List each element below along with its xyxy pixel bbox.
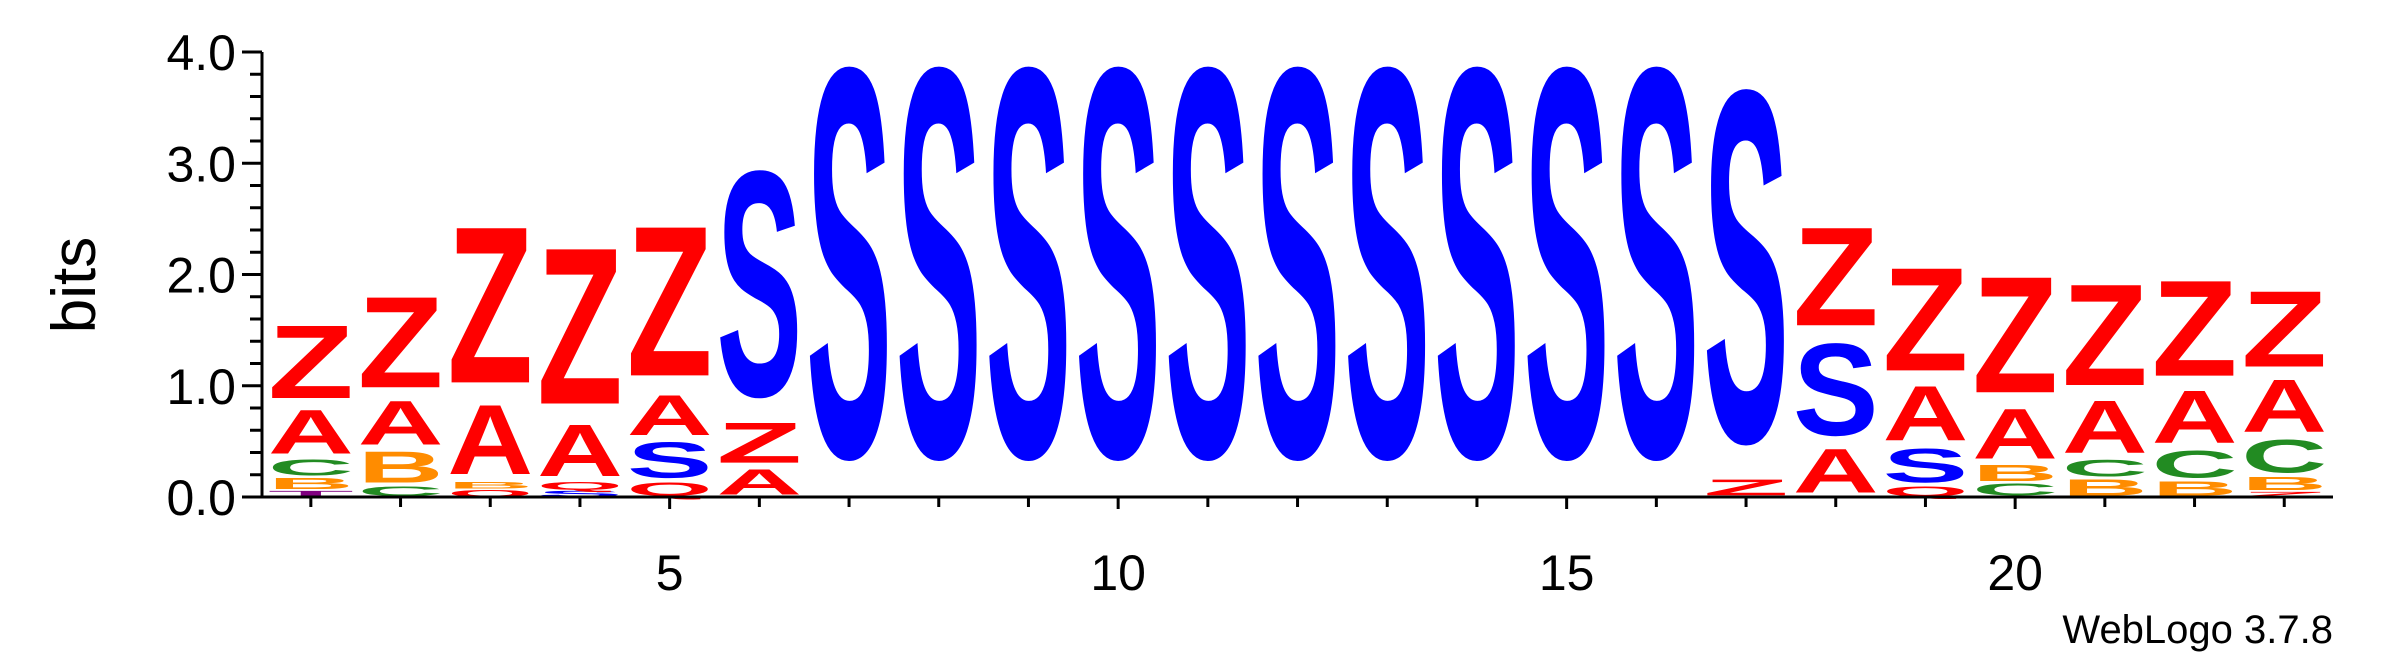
y-tick-label: 3.0 bbox=[166, 136, 236, 192]
logo-letter-A: A bbox=[1972, 394, 2058, 474]
logo-letter-Z: Z bbox=[358, 269, 444, 415]
logo-letter-A: A bbox=[268, 397, 354, 467]
x-tick-label: 15 bbox=[1539, 545, 1595, 601]
logo-letter-Z: Z bbox=[627, 182, 713, 421]
logo-letter-C: C bbox=[1972, 480, 2058, 500]
axes: 0.0 1.0 2.0 3.0 4.0 5 10 15 20 bbox=[166, 25, 2333, 601]
logo-letter-Z: Z bbox=[1972, 242, 2058, 428]
logo-letter-A: A bbox=[537, 409, 623, 491]
logo-letter-Z: Z bbox=[2241, 268, 2327, 390]
logo-letter-B: B bbox=[1972, 461, 2058, 486]
logo-letter-A: A bbox=[2152, 375, 2238, 459]
y-tick-label: 0.0 bbox=[166, 470, 236, 526]
logo-column-12: S bbox=[1255, 0, 1341, 574]
logo-letter-A: A bbox=[627, 383, 713, 447]
logo-letter-C: C bbox=[2152, 442, 2238, 486]
logo-letter-Q: Q bbox=[627, 478, 713, 499]
logo-column-7: S bbox=[806, 0, 892, 574]
weblogo-credit: WebLogo 3.7.8 bbox=[2062, 608, 2333, 652]
y-tick-label: 1.0 bbox=[166, 359, 236, 415]
y-tick-label: 2.0 bbox=[166, 248, 236, 304]
logo-letter-Z: Z bbox=[2152, 253, 2238, 405]
x-tick-label: 20 bbox=[1987, 545, 2043, 601]
logo-letter-S: S bbox=[1434, 0, 1520, 574]
logo-letter-Q: Q bbox=[1883, 484, 1969, 499]
logo-letter-A: A bbox=[447, 385, 533, 496]
logo-letter-Q: Q bbox=[447, 488, 533, 499]
logo-letter-B: B bbox=[447, 480, 533, 490]
logo-letter-S: S bbox=[1883, 438, 1969, 492]
logo-column-10: S bbox=[1075, 0, 1161, 574]
logo-letter-S: S bbox=[1075, 0, 1161, 574]
logo-letter-Q: Q bbox=[537, 480, 623, 492]
logo-letter-S: S bbox=[1703, 0, 1789, 548]
logo-letter-Z: Z bbox=[268, 304, 354, 421]
x-tick-label: 10 bbox=[1090, 545, 1146, 601]
logo-letter-A: A bbox=[1883, 370, 1969, 457]
logo-column-14: S bbox=[1434, 0, 1520, 574]
logo-letter-B: B bbox=[2152, 478, 2238, 500]
logo-letter-A: A bbox=[2062, 385, 2148, 469]
logo-column-11: S bbox=[1165, 0, 1251, 574]
logo-letter-B: B bbox=[2241, 473, 2327, 494]
logo-column-9: S bbox=[986, 0, 1072, 574]
y-tick-label: 4.0 bbox=[166, 25, 236, 81]
logo-letter-C: C bbox=[2062, 455, 2148, 482]
logo-letter-S: S bbox=[537, 489, 623, 498]
logo-column-16: S bbox=[1614, 0, 1700, 574]
y-axis-label: bits bbox=[40, 237, 109, 333]
logo-letter-A: A bbox=[1793, 436, 1879, 506]
logo-column-13: S bbox=[1344, 0, 1430, 574]
logo-column-6: AZS bbox=[717, 104, 803, 503]
x-tick-label: 5 bbox=[656, 545, 684, 601]
logo-letter-S: S bbox=[717, 104, 803, 464]
logo-column-8: S bbox=[896, 0, 982, 574]
logo-letter-B: B bbox=[268, 474, 354, 492]
logo-letter-S: S bbox=[1793, 316, 1879, 464]
logo-letter-Z: Z bbox=[537, 201, 623, 452]
logo-letter-S: S bbox=[1614, 0, 1700, 574]
logo-letter-S: S bbox=[1165, 0, 1251, 574]
logo-letter-Z: Z bbox=[717, 410, 803, 475]
logo-letter-Z: Z bbox=[2062, 255, 2148, 417]
logo-letter-S: S bbox=[1255, 0, 1341, 574]
logo-letter-Z: Z bbox=[447, 180, 533, 431]
logo-letter-C: C bbox=[268, 455, 354, 480]
logo-letter-A: A bbox=[358, 388, 444, 458]
logo-column-17: ZS bbox=[1703, 0, 1789, 548]
logo-letter-S: S bbox=[896, 0, 982, 574]
logo-letter-S: S bbox=[986, 0, 1072, 574]
logo-letter-C: C bbox=[358, 484, 444, 499]
logo-letter-S: S bbox=[627, 432, 713, 489]
logo-letter-A: A bbox=[2241, 364, 2327, 448]
logo-column-18: ASZ bbox=[1793, 198, 1879, 506]
logo-column-15: S bbox=[1524, 0, 1610, 574]
logo-letter-B: B bbox=[358, 443, 444, 492]
logo-letter-C: C bbox=[2241, 430, 2327, 483]
logo-letter-T: T bbox=[268, 489, 354, 498]
logo-letter-Z: Z bbox=[1793, 198, 1879, 355]
logo-letter-Z: Z bbox=[1883, 237, 1969, 402]
logo-letter-Z: Z bbox=[2241, 490, 2327, 498]
logo-letter-S: S bbox=[806, 0, 892, 574]
logo-letter-A: A bbox=[717, 462, 803, 502]
logo-letter-S: S bbox=[1524, 0, 1610, 574]
logo-letter-S: S bbox=[1344, 0, 1430, 574]
